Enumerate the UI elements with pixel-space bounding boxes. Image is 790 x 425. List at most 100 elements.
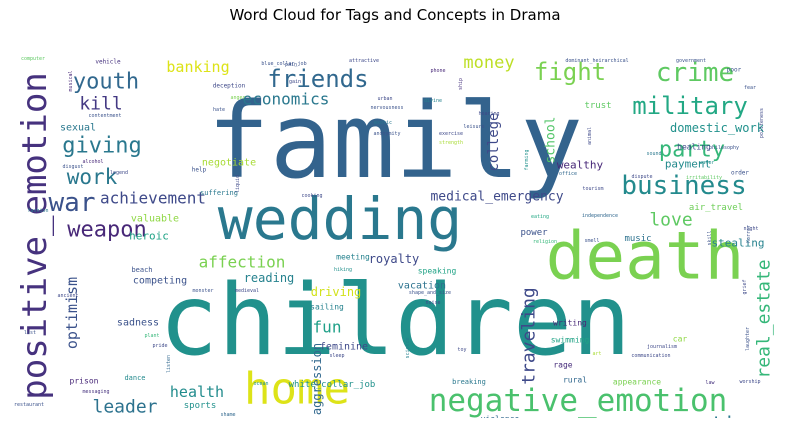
word-anger: anger <box>230 95 245 101</box>
word-swimming: swimming <box>551 336 590 345</box>
word-pain: pain <box>285 62 297 68</box>
word-exotic: exotic <box>374 120 392 126</box>
word-valuable: valuable <box>131 214 179 225</box>
word-medical-emergency: medical_emergency <box>430 190 563 205</box>
word-speaking: speaking <box>418 267 457 276</box>
word-fight: fight <box>534 58 606 86</box>
word-feminine: feminine <box>320 342 368 353</box>
word-traveling: traveling <box>519 287 540 385</box>
word-fear: fear <box>744 85 756 91</box>
word-work: work <box>67 165 118 189</box>
word-musical: musical <box>68 70 74 91</box>
word-alcohol: alcohol <box>82 159 103 165</box>
word-divine: divine <box>424 98 442 104</box>
word-royalty: royalty <box>369 252 420 266</box>
word-achievement: achievement <box>100 189 206 208</box>
word-toy: toy <box>457 347 466 353</box>
word-power: power <box>520 228 548 238</box>
word-sexual: sexual <box>60 123 96 134</box>
word-dominant-heirarchical: dominant_heirarchical <box>565 58 628 64</box>
word-hate: hate <box>213 107 225 113</box>
word-positive-emotion: positive_emotion <box>15 72 55 400</box>
word-occupation: occupation <box>639 412 759 418</box>
word-money: money <box>463 53 514 73</box>
word-government: government <box>676 58 706 64</box>
word-negotiate: negotiate <box>202 158 256 169</box>
word-science: science <box>405 337 411 358</box>
word-competing: competing <box>133 276 187 287</box>
word-dance: dance <box>124 374 145 382</box>
word-crime: crime <box>656 58 734 88</box>
word-messaging: messaging <box>82 389 109 395</box>
word-sadness: sadness <box>117 318 159 329</box>
word-ship: ship <box>458 78 464 90</box>
word-blue-collar-job: blue_collar_job <box>261 61 306 67</box>
word-irritability: irritability <box>686 175 722 181</box>
word-animal: animal <box>587 127 593 145</box>
word-art: art <box>592 351 601 357</box>
word-order: order <box>731 170 749 177</box>
word-cooking: cooking <box>301 193 322 199</box>
word-home: home <box>244 364 350 415</box>
word-attractive: attractive <box>349 58 379 64</box>
word-lust: lust <box>24 330 36 336</box>
word-listen: listen <box>166 355 172 373</box>
word-stealing: stealing <box>712 237 765 250</box>
word-leader: leader <box>92 397 157 418</box>
word-computer: computer <box>21 56 45 62</box>
word-negative-emotion: negative_emotion <box>429 383 728 418</box>
word-law: law <box>705 380 715 386</box>
word-rage: rage <box>553 361 572 370</box>
word-plant: plant <box>144 333 159 339</box>
word-healing: healing <box>677 143 711 152</box>
word-kill: kill <box>79 94 122 115</box>
word-war: war <box>49 188 96 218</box>
word-skill: skill <box>707 230 713 245</box>
word-wealthy: wealthy <box>557 159 604 172</box>
word-military: military <box>632 92 748 120</box>
word-appearance: appearance <box>613 378 661 387</box>
word-white-collar-job: white_collar_job <box>289 380 376 390</box>
word-worship: worship <box>739 379 760 385</box>
word-communication: communication <box>631 353 670 359</box>
word-ancient: ancient <box>57 293 78 299</box>
word-independence: independence <box>582 213 618 219</box>
word-ocean: ocean <box>253 381 268 387</box>
word-smell: smell <box>584 238 599 244</box>
word-college: college <box>486 112 502 171</box>
word-wedding: wedding <box>218 185 462 253</box>
word-nervousness: nervousness <box>370 105 403 111</box>
word-heroic: heroic <box>129 230 169 243</box>
word-sports: sports <box>184 401 217 411</box>
word-music: music <box>624 234 651 244</box>
word-eating: eating <box>531 214 549 220</box>
word-real-estate: real_estate <box>754 259 775 378</box>
word-party: party <box>659 138 725 163</box>
word-economics: economics <box>243 90 330 109</box>
word-weapon: weapon <box>67 218 146 243</box>
word-banking: banking <box>166 58 229 76</box>
word-suffering: suffering <box>200 189 238 197</box>
word-car: car <box>673 335 688 344</box>
word-anonymity: anonymity <box>373 131 400 137</box>
word-trust: trust <box>584 101 611 111</box>
word-shape-and-size: shape_and_size <box>409 290 451 296</box>
word-dispute: dispute <box>631 174 652 180</box>
word-laughter: laughter <box>745 327 751 351</box>
word-meeting: meeting <box>336 253 370 262</box>
word-prison: prison <box>70 377 99 386</box>
word-sailing: sailing <box>310 303 344 312</box>
word-contentment: contentment <box>88 113 121 119</box>
word-fashion: fashion <box>27 208 48 214</box>
word-shame: shame <box>220 412 235 418</box>
word-leisure: leisure <box>463 124 484 130</box>
word-water: water <box>699 160 714 166</box>
word-noise: noise <box>425 300 440 306</box>
word-legend: legend <box>110 170 128 176</box>
word-hiking: hiking <box>334 267 352 273</box>
word-vacation: vacation <box>398 281 446 292</box>
word-fun: fun <box>313 318 342 337</box>
word-journalism: journalism <box>647 344 677 350</box>
word-pride: pride <box>152 343 167 349</box>
